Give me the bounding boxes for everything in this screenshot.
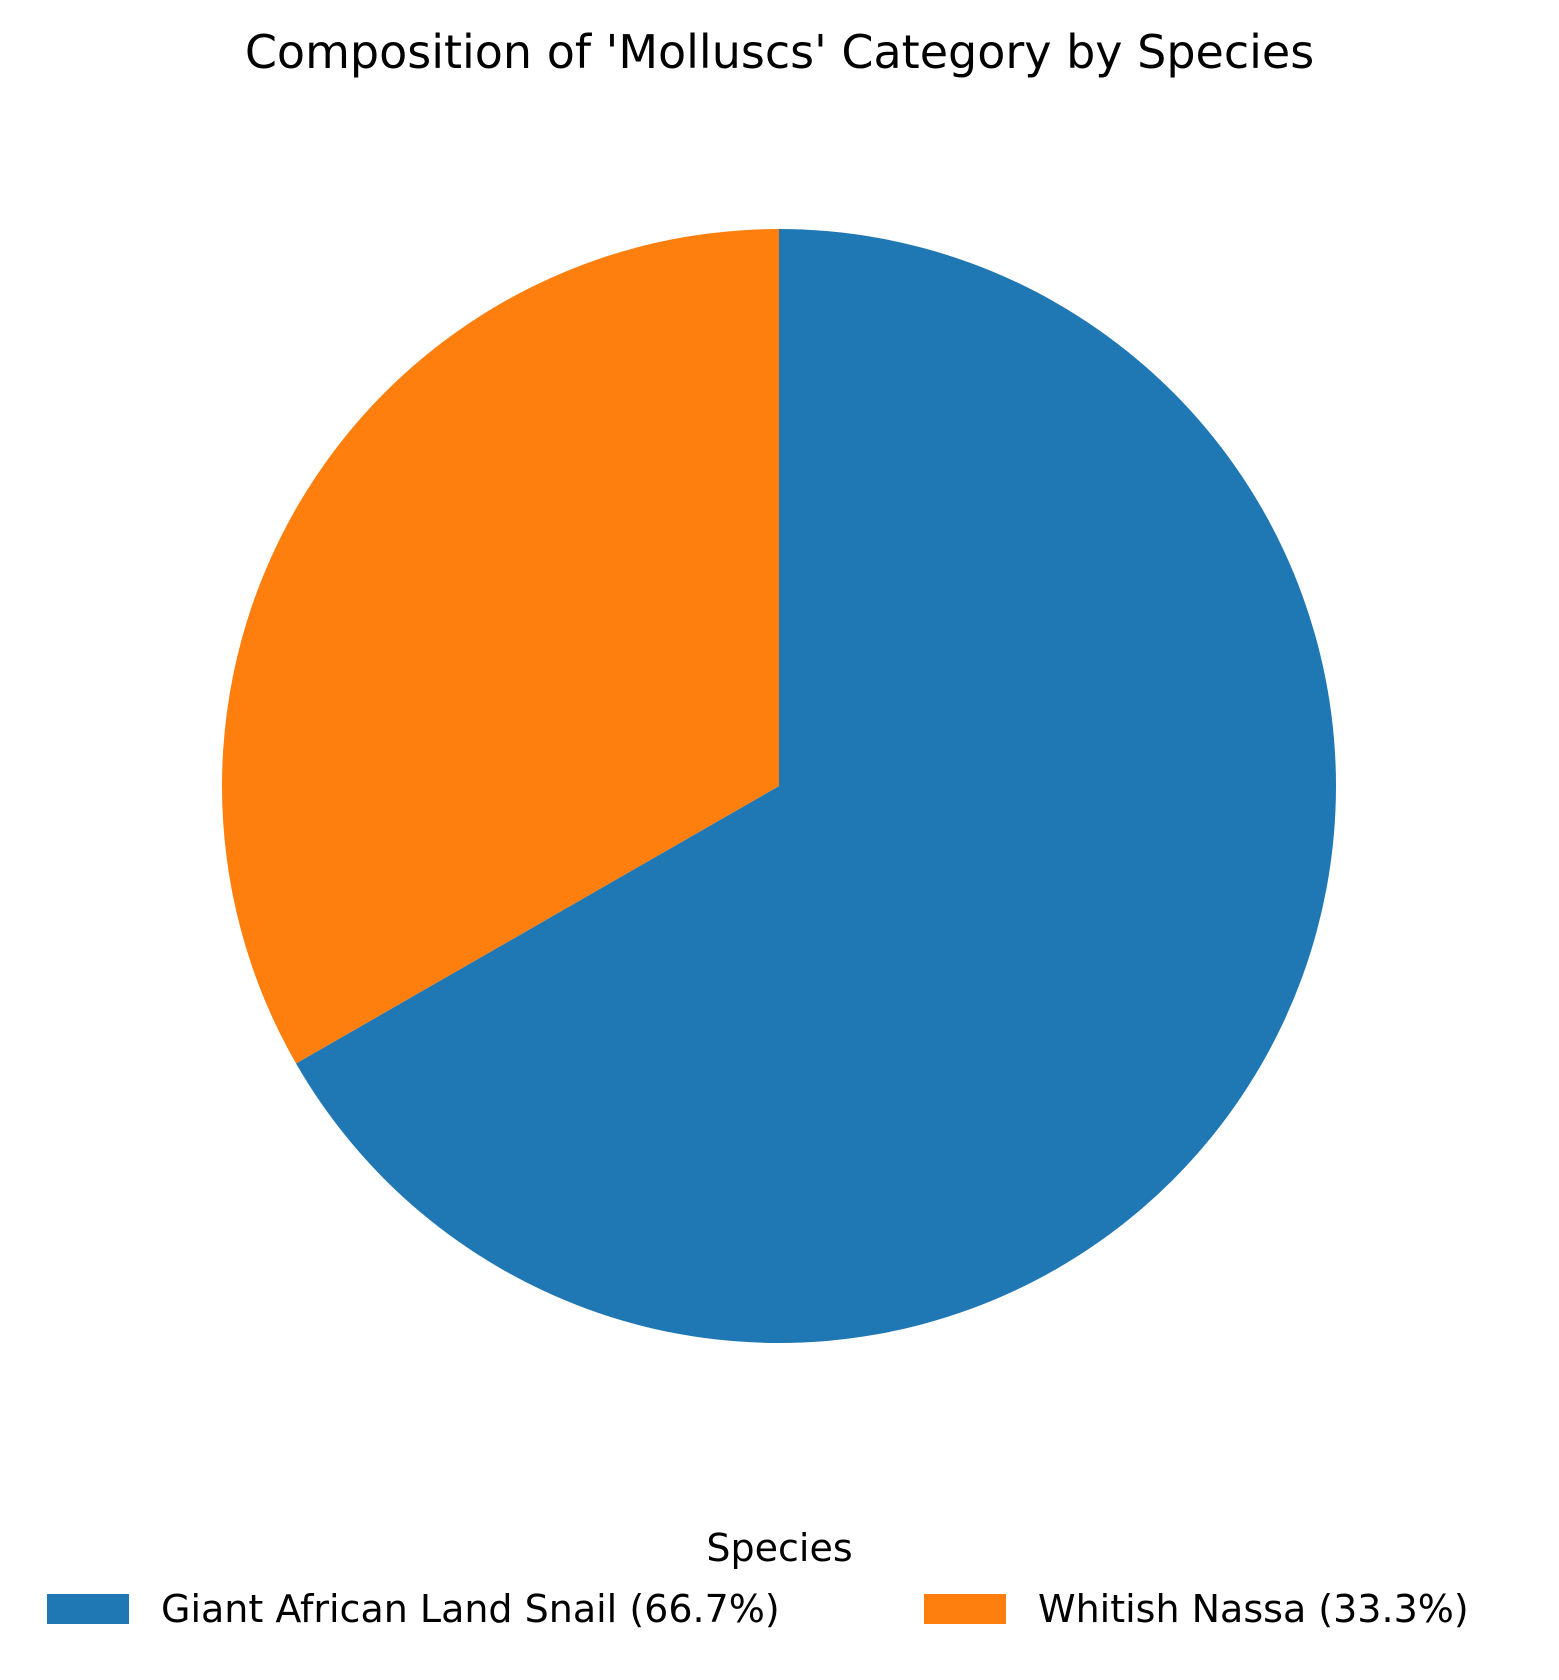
legend-label-giant-african-land-snail: Giant African Land Snail (66.7%) xyxy=(161,1587,780,1631)
pie-slice-whitish-nassa xyxy=(221,229,779,1064)
legend-title: Species xyxy=(706,1526,853,1570)
pie-slices xyxy=(221,229,1336,1343)
legend-swatch-giant-african-land-snail xyxy=(47,1594,129,1624)
legend-label-whitish-nassa: Whitish Nassa (33.3%) xyxy=(1038,1587,1469,1631)
legend-swatch-whitish-nassa xyxy=(924,1594,1006,1624)
chart-title: Composition of 'Molluscs' Category by Sp… xyxy=(244,25,1315,79)
legend-item-giant-african-land-snail: Giant African Land Snail (66.7%) xyxy=(47,1584,780,1634)
pie-slice-giant-african-land-snail xyxy=(296,229,1336,1343)
legend-item-whitish-nassa: Whitish Nassa (33.3%) xyxy=(924,1584,1469,1634)
